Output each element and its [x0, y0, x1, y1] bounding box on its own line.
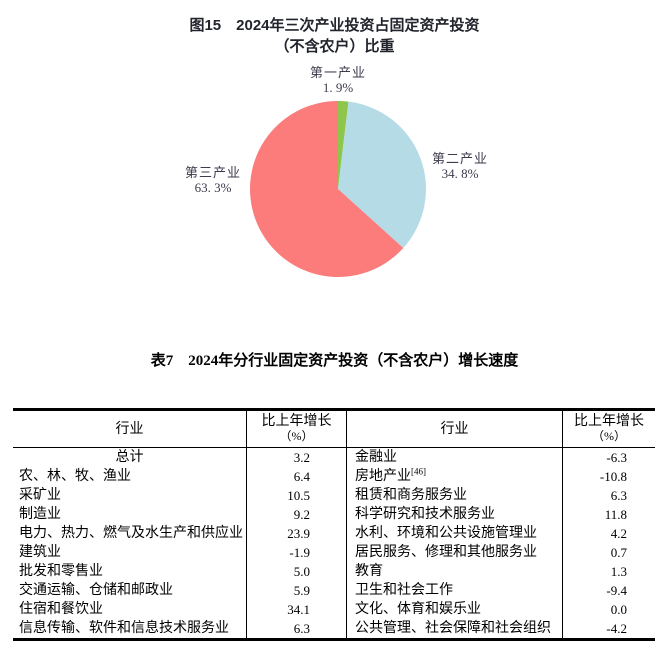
figure-title-line1: 图15 2024年三次产业投资占固定资产投资 [189, 17, 480, 34]
industry-cell: 农、林、牧、渔业 [13, 467, 247, 486]
industry-cell: 住宿和餐饮业 [13, 600, 247, 619]
header-growth-unit: （%） [592, 429, 626, 443]
growth-cell: 4.2 [610, 526, 627, 541]
industry-cell: 金融业 [347, 448, 563, 467]
growth-cell: 23.9 [247, 524, 347, 543]
header-growth-unit: （%） [279, 429, 314, 443]
industry-cell: 科学研究和技术服务业 [347, 505, 563, 524]
header-growth-label: 比上年增长 [574, 414, 644, 429]
figure-title: 图15 2024年三次产业投资占固定资产投资 （不含农户）比重 [0, 15, 669, 57]
industry-cell: 房地产业[46] [347, 467, 563, 486]
industry-cell: 水利、环境和公共设施管理业 [347, 524, 563, 543]
footnote-ref: [46] [411, 467, 426, 477]
growth-cell: -4.2 [606, 621, 627, 636]
pie-label-name: 第二产业 [431, 151, 488, 166]
growth-cell: 3.2 [247, 448, 347, 467]
growth-cell: 6.3 [247, 619, 347, 638]
pie-label-name: 第一产业 [309, 65, 366, 80]
industry-cell: 电力、热力、燃气及水生产和供应业 [13, 524, 247, 543]
industry-cell: 建筑业 [13, 543, 247, 562]
growth-cell: -10.8 [599, 469, 627, 484]
industry-cell: 租赁和商务服务业 [347, 486, 563, 505]
header-growth-label: 比上年增长 [261, 414, 332, 429]
industry-cell: 总计 [13, 448, 247, 467]
growth-cell: 6.4 [247, 467, 347, 486]
industry-cell: 交通运输、仓储和邮政业 [13, 581, 247, 600]
industry-cell: 公共管理、社会保障和社会组织 [347, 619, 563, 638]
growth-cell: 11.8 [604, 507, 627, 522]
growth-cell: 6.3 [610, 488, 627, 503]
table-row: 制造业 9.2 科学研究和技术服务业 11.8 [13, 505, 655, 524]
industry-cell: 卫生和社会工作 [347, 581, 563, 600]
growth-cell: 34.1 [247, 600, 347, 619]
industry-cell: 制造业 [13, 505, 247, 524]
pie-label-value: 34. 8% [441, 166, 479, 181]
header-growth-left: 比上年增长 （%） [247, 411, 347, 447]
growth-cell: -6.3 [606, 450, 627, 465]
growth-cell: 1.3 [610, 564, 627, 579]
industry-cell: 文化、体育和娱乐业 [347, 600, 563, 619]
growth-cell: 5.0 [247, 562, 347, 581]
table-row: 总计 3.2 金融业 -6.3 [13, 448, 655, 467]
header-industry-left: 行业 [13, 411, 247, 447]
industry-cell: 教育 [347, 562, 563, 581]
table-row: 批发和零售业 5.0 教育 1.3 [13, 562, 655, 581]
growth-cell: 0.0 [610, 602, 627, 617]
pie-chart [248, 99, 428, 279]
table-row: 建筑业 -1.9 居民服务、修理和其他服务业 0.7 [13, 543, 655, 562]
industry-cell: 批发和零售业 [13, 562, 247, 581]
table-header-row: 行业 比上年增长 （%） 行业 比上年增长 （%） [13, 411, 655, 448]
figure-title-line2: （不含农户）比重 [274, 38, 395, 55]
pie-label-primary-industry: 第一产业 1. 9% [283, 65, 393, 95]
industry-cell: 信息传输、软件和信息技术服务业 [13, 619, 247, 638]
growth-cell: 0.7 [610, 545, 627, 560]
industry-growth-table: 行业 比上年增长 （%） 行业 比上年增长 （%） 总计 3.2 金融业 -6.… [13, 408, 655, 641]
pie-slice-0 [338, 101, 349, 189]
pie-label-tertiary-industry: 第三产业 63. 3% [158, 165, 268, 195]
growth-cell: 9.2 [247, 505, 347, 524]
pie-slice-2 [249, 100, 404, 277]
industry-cell: 居民服务、修理和其他服务业 [347, 543, 563, 562]
pie-slices [249, 100, 426, 277]
pie-svg [249, 100, 426, 277]
growth-cell: -9.4 [606, 583, 627, 598]
growth-cell: 10.5 [247, 486, 347, 505]
header-industry-right: 行业 [347, 411, 563, 447]
table-row: 信息传输、软件和信息技术服务业 6.3 公共管理、社会保障和社会组织 -4.2 [13, 619, 655, 638]
table-row: 住宿和餐饮业 34.1 文化、体育和娱乐业 0.0 [13, 600, 655, 619]
pie-label-value: 63. 3% [194, 180, 232, 195]
growth-cell: 5.9 [247, 581, 347, 600]
table-row: 采矿业 10.5 租赁和商务服务业 6.3 [13, 486, 655, 505]
pie-slice-1 [338, 101, 426, 249]
growth-cell: -1.9 [247, 543, 347, 562]
table-title: 表7 2024年分行业固定资产投资（不含农户）增长速度 [150, 353, 519, 369]
table-row: 农、林、牧、渔业 6.4 房地产业[46] -10.8 [13, 467, 655, 486]
pie-label-name: 第三产业 [184, 165, 241, 180]
table-row: 电力、热力、燃气及水生产和供应业 23.9 水利、环境和公共设施管理业 4.2 [13, 524, 655, 543]
table-row: 交通运输、仓储和邮政业 5.9 卫生和社会工作 -9.4 [13, 581, 655, 600]
header-growth-right: 比上年增长 （%） [563, 411, 655, 447]
pie-label-value: 1. 9% [322, 80, 354, 95]
pie-label-secondary-industry: 第二产业 34. 8% [405, 151, 515, 181]
industry-cell: 采矿业 [13, 486, 247, 505]
